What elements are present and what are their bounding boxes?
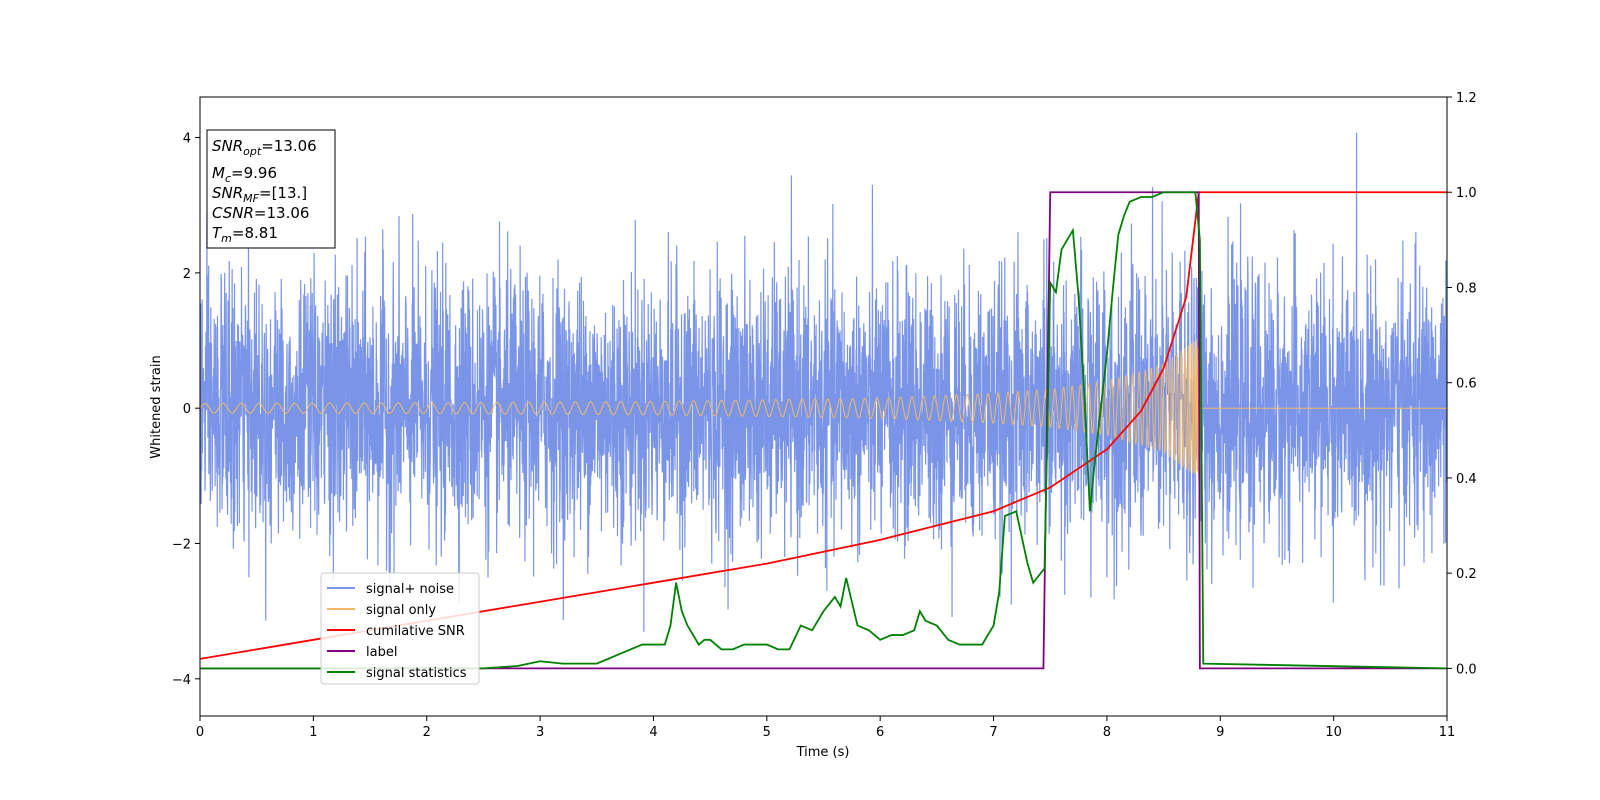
y-right-tick-label: 0.6 <box>1456 377 1477 392</box>
legend: signal+ noise signal only cumilative SNR la… <box>320 572 480 685</box>
y-right-tick-label: 0.0 <box>1456 662 1477 677</box>
plot-frame <box>199 96 1448 717</box>
x-tick-label: 6 <box>876 725 884 740</box>
annotation-frame <box>206 129 336 249</box>
x-tick-label: 7 <box>989 725 997 740</box>
y-left-tick-label: −4 <box>172 673 191 688</box>
annotation-snr-opt: SNRopt=13.06 <box>212 137 317 158</box>
x-tick-label: 8 <box>1103 725 1111 740</box>
annotation-box: SNRopt=13.06 Mc=9.96 SNRMF=[13.] CSNR=13… <box>206 129 336 249</box>
y-right-tick-label: 1.0 <box>1456 186 1477 201</box>
series-line-signal-only <box>200 339 1447 477</box>
legend-label-label: label <box>366 645 397 660</box>
legend-label-cumilative-snr: cumilative SNR <box>366 624 465 639</box>
x-tick-label: 11 <box>1439 725 1456 740</box>
x-tick-label: 1 <box>309 725 317 740</box>
x-tick-label: 9 <box>1216 725 1224 740</box>
annotation-mc: Mc=9.96 <box>212 164 277 185</box>
x-tick-label: 5 <box>763 725 771 740</box>
legend-frame <box>320 572 480 685</box>
y-right-tick-label: 0.2 <box>1456 567 1477 582</box>
x-tick-label: 3 <box>536 725 544 740</box>
series-line-signal-statistics <box>200 191 1447 670</box>
x-tick-label: 4 <box>649 725 657 740</box>
legend-label-signal-noise: signal+ noise <box>366 582 454 597</box>
legend-label-signal-only: signal only <box>366 603 436 618</box>
x-tick-label: 0 <box>196 725 204 740</box>
legend-label-signal-statistics: signal statistics <box>366 666 467 681</box>
annotation-snr-mf: SNRMF=[13.] <box>212 184 307 205</box>
y-left-tick-label: 4 <box>183 132 191 147</box>
y-axis-right: 0.0 0.2 0.4 0.6 0.8 1.0 1.2 <box>1447 91 1477 677</box>
x-tick-label: 10 <box>1325 725 1342 740</box>
y-axis-title: Whitened strain <box>149 355 164 458</box>
y-right-tick-label: 0.8 <box>1456 281 1477 296</box>
y-left-tick-label: −2 <box>172 537 191 552</box>
y-right-tick-label: 0.4 <box>1456 472 1477 487</box>
series-line-label <box>200 191 1447 670</box>
x-tick-label: 2 <box>423 725 431 740</box>
y-left-tick-label: 0 <box>183 402 191 417</box>
annotation-csnr: CSNR=13.06 <box>212 204 309 222</box>
annotation-tm: Tm=8.81 <box>212 224 278 245</box>
x-axis-title: Time (s) <box>796 745 850 760</box>
series-line-signal-noise <box>200 132 1447 632</box>
x-axis: 0 1 2 3 4 5 6 7 8 9 10 11 <box>196 716 1455 740</box>
y-axis-left: −4 −2 0 2 4 <box>172 132 200 688</box>
y-left-tick-label: 2 <box>183 267 191 282</box>
series-line-cumulative-snr <box>200 191 1447 660</box>
plot-area <box>200 132 1447 670</box>
y-right-tick-label: 1.2 <box>1456 91 1477 106</box>
